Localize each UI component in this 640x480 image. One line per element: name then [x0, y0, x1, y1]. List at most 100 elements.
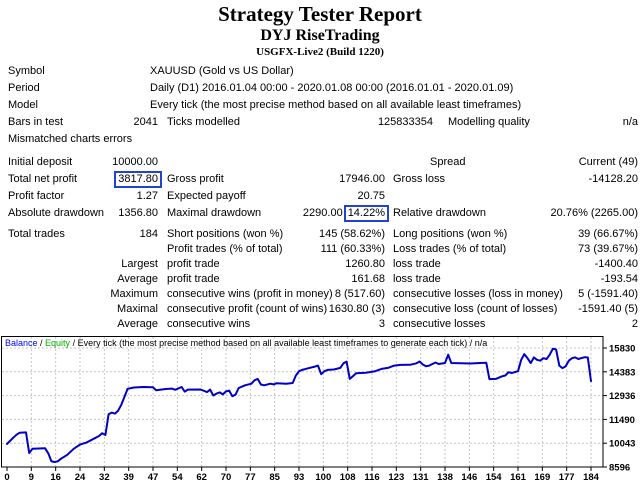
- row-label: Total trades: [8, 228, 65, 240]
- svg-text:14383: 14383: [609, 367, 635, 378]
- row-label: Model: [8, 99, 38, 111]
- balance-chart: 8596 10043 11490 12936 14383 15830 0 9 16 24 32 39 4…: [0, 335, 640, 480]
- row-label: Profit factor: [8, 190, 65, 202]
- svg-text:154: 154: [486, 472, 503, 480]
- report-row-profit-factor: Profit factor 1.27 Expected payoff 20.75: [0, 188, 640, 205]
- row-label-2: consecutive wins: [167, 318, 251, 330]
- row-value-span: Every tick (the most precise method base…: [150, 99, 522, 111]
- svg-text:12936: 12936: [609, 391, 635, 402]
- svg-text:108: 108: [340, 472, 356, 480]
- row-value: 1356.80: [118, 207, 158, 219]
- row-value: Average: [117, 273, 158, 285]
- row-value: Maximum: [110, 288, 158, 300]
- row-value-2: 111 (60.33%): [320, 243, 385, 255]
- svg-text:93: 93: [294, 472, 305, 480]
- row-label-3: consecutive losses: [393, 318, 486, 330]
- row-label: Symbol: [8, 65, 45, 77]
- highlight-box: 14.22%: [343, 205, 389, 222]
- row-label-3: Modelling quality: [448, 116, 530, 128]
- report-row-bars-in-test: Bars in test 2041 Ticks modelled 125833354 M…: [0, 114, 640, 131]
- row-value-3: 2: [631, 318, 638, 330]
- report-row-total-net-profit: Total net profit 3817.80 Gross profit 17946…: [0, 171, 640, 188]
- row-value: 2041: [133, 116, 158, 128]
- svg-text:169: 169: [534, 472, 550, 480]
- row-label: Total net profit: [8, 173, 78, 185]
- svg-text:54: 54: [172, 472, 183, 480]
- server-build: USGFX-Live2 (Build 1220): [256, 46, 384, 58]
- svg-text:9: 9: [29, 472, 34, 480]
- row-label-2: consecutive wins (profit in money): [167, 288, 333, 300]
- row-label: Period: [8, 82, 40, 94]
- row-label: Bars in test: [8, 116, 64, 128]
- row-value-3: n/a: [622, 116, 638, 128]
- row-value-2: 145 (58.62%): [318, 228, 385, 240]
- row-label-2: consecutive profit (count of wins): [167, 303, 328, 315]
- title-block: Strategy Tester Report DYJ RiseTrading U…: [0, 0, 640, 59]
- row-value: 3817.80: [58, 171, 162, 188]
- row-value-2: 17946.00: [339, 173, 385, 185]
- row-label: Absolute drawdown: [8, 207, 105, 219]
- row-value: 10000.00: [112, 156, 158, 168]
- svg-text:39: 39: [123, 472, 134, 480]
- row-value-3: -193.54: [600, 273, 638, 285]
- row-value-3: -1591.40 (5): [578, 303, 638, 315]
- svg-text:0: 0: [4, 472, 9, 480]
- svg-text:177: 177: [559, 472, 575, 480]
- legend-part: / Every tick (the most precise method ba…: [70, 338, 488, 348]
- row-value-2: 8 (517.60): [334, 288, 385, 300]
- svg-text:16: 16: [50, 472, 61, 480]
- chart-legend: Balance / Equity / Every tick (the most …: [5, 338, 487, 348]
- row-value-2: 161.68: [351, 273, 385, 285]
- row-label: Initial deposit: [8, 156, 73, 168]
- report-row-initial-deposit: Initial deposit 10000.00 Spread Current (49…: [0, 154, 640, 171]
- svg-text:62: 62: [196, 472, 207, 480]
- report-row-model: Model Every tick (the most precise method…: [0, 97, 640, 114]
- row-label: Mismatched charts errors: [8, 133, 133, 145]
- balance-line: [6, 347, 592, 463]
- svg-text:10043: 10043: [609, 439, 635, 450]
- page-title: Strategy Tester Report: [218, 2, 422, 26]
- row-label-2: Short positions (won %): [167, 228, 284, 240]
- report-row-period: Period Daily (D1) 2016.01.04 00:00 - 2020…: [0, 80, 640, 97]
- svg-text:32: 32: [99, 472, 110, 480]
- svg-text:85: 85: [269, 472, 280, 480]
- row-label-3: Loss trades (% of total): [393, 243, 507, 255]
- report-row-largest-trade: Largest profit trade 1260.80 loss trade -140…: [0, 257, 640, 272]
- row-label-3: loss trade: [393, 258, 441, 270]
- row-value-span: XAUUSD (Gold vs US Dollar): [150, 65, 294, 77]
- row-label-2: Profit trades (% of total): [167, 243, 283, 255]
- row-label-2: Gross profit: [167, 173, 224, 185]
- row-value-3: 73 (39.67%): [578, 243, 638, 255]
- row-value-span: Daily (D1) 2016.01.04 00:00 - 2020.01.08…: [150, 82, 514, 94]
- svg-text:123: 123: [388, 472, 404, 480]
- row-label-3: Relative drawdown: [393, 207, 486, 219]
- legend-part: /: [37, 338, 46, 348]
- report-row-average-consecutive: Average consecutive wins 3 consecutive loss…: [0, 317, 640, 332]
- svg-text:8596: 8596: [609, 463, 630, 474]
- report-row-symbol: Symbol XAUUSD (Gold vs US Dollar): [0, 63, 640, 80]
- row-value: Largest: [121, 258, 158, 270]
- balance-chart-canvas: 8596 10043 11490 12936 14383 15830 0 9 16 24 32 39 4…: [1, 336, 635, 480]
- report-table: Symbol XAUUSD (Gold vs US Dollar) Period Da…: [0, 63, 640, 332]
- svg-text:138: 138: [437, 472, 453, 480]
- row-label-2: profit trade: [167, 258, 220, 270]
- highlight-box: 3817.80: [114, 171, 162, 188]
- svg-text:184: 184: [583, 472, 600, 480]
- row-label-2: Expected payoff: [167, 190, 246, 202]
- svg-text:77: 77: [245, 472, 256, 480]
- row-value-2: 1260.80: [345, 258, 385, 270]
- svg-text:131: 131: [413, 472, 430, 480]
- svg-text:116: 116: [364, 472, 379, 480]
- row-value-3: 20.76% (2265.00): [550, 207, 638, 219]
- row-label-3: Gross loss: [393, 173, 445, 185]
- legend-part: Balance: [5, 338, 38, 348]
- row-label-3: consecutive losses (loss in money): [393, 288, 563, 300]
- svg-text:146: 146: [461, 472, 477, 480]
- legend-part: Equity: [45, 338, 71, 348]
- row-value-3: Current (49): [578, 156, 638, 168]
- report-row-average-trade: Average profit trade 161.68 loss trade -193.…: [0, 272, 640, 287]
- report-row-total-trades: Total trades 184 Short positions (won %) 14…: [0, 227, 640, 242]
- report-row-absolute-drawdown: Absolute drawdown 1356.80 Maximal drawdown…: [0, 205, 640, 222]
- row-label-2: profit trade: [167, 273, 220, 285]
- row-value-2: 20.75: [357, 190, 385, 202]
